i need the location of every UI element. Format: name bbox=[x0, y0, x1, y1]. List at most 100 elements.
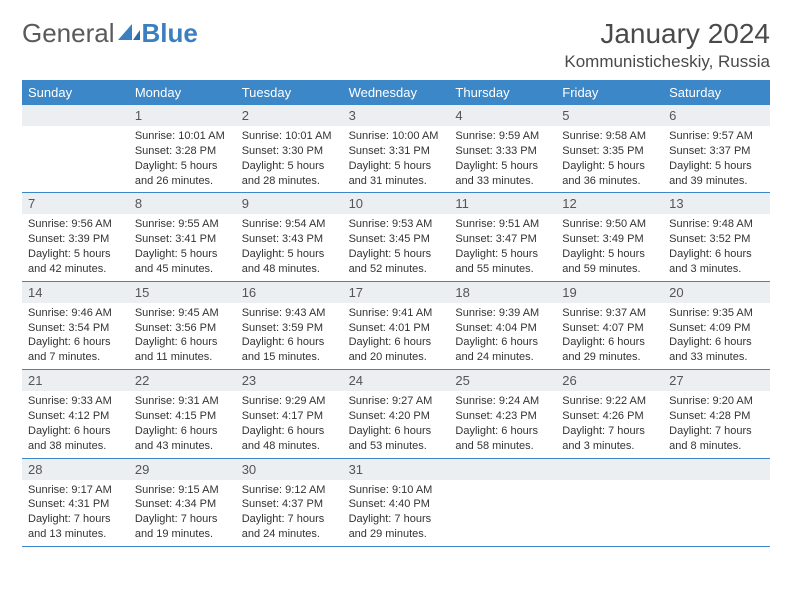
day-line: and 31 minutes. bbox=[349, 174, 444, 189]
day-line: and 38 minutes. bbox=[28, 439, 123, 454]
day-body: Sunrise: 9:51 AMSunset: 3:47 PMDaylight:… bbox=[449, 214, 556, 280]
day-cell bbox=[556, 459, 663, 546]
week-row: 7Sunrise: 9:56 AMSunset: 3:39 PMDaylight… bbox=[22, 193, 770, 281]
day-cell: 23Sunrise: 9:29 AMSunset: 4:17 PMDayligh… bbox=[236, 370, 343, 457]
weekday-cell: Sunday bbox=[22, 80, 129, 105]
day-body: Sunrise: 9:17 AMSunset: 4:31 PMDaylight:… bbox=[22, 480, 129, 546]
day-line: Daylight: 5 hours bbox=[669, 159, 764, 174]
day-line: Sunrise: 9:22 AM bbox=[562, 394, 657, 409]
day-line: Sunrise: 10:01 AM bbox=[242, 129, 337, 144]
day-line: Sunrise: 10:00 AM bbox=[349, 129, 444, 144]
day-body: Sunrise: 9:54 AMSunset: 3:43 PMDaylight:… bbox=[236, 214, 343, 280]
day-number: 2 bbox=[236, 105, 343, 126]
day-line: Sunrise: 9:37 AM bbox=[562, 306, 657, 321]
day-number: 24 bbox=[343, 370, 450, 391]
day-body: Sunrise: 9:37 AMSunset: 4:07 PMDaylight:… bbox=[556, 303, 663, 369]
day-line: Daylight: 6 hours bbox=[135, 424, 230, 439]
logo: General Blue bbox=[22, 18, 198, 49]
day-cell: 5Sunrise: 9:58 AMSunset: 3:35 PMDaylight… bbox=[556, 105, 663, 192]
day-line: Sunset: 4:23 PM bbox=[455, 409, 550, 424]
day-cell: 25Sunrise: 9:24 AMSunset: 4:23 PMDayligh… bbox=[449, 370, 556, 457]
day-line: Daylight: 5 hours bbox=[349, 247, 444, 262]
day-cell: 22Sunrise: 9:31 AMSunset: 4:15 PMDayligh… bbox=[129, 370, 236, 457]
logo-text-general: General bbox=[22, 18, 115, 49]
day-number: 9 bbox=[236, 193, 343, 214]
day-line: Sunrise: 9:58 AM bbox=[562, 129, 657, 144]
day-cell: 31Sunrise: 9:10 AMSunset: 4:40 PMDayligh… bbox=[343, 459, 450, 546]
day-number-empty bbox=[556, 459, 663, 480]
day-line: and 7 minutes. bbox=[28, 350, 123, 365]
day-cell: 13Sunrise: 9:48 AMSunset: 3:52 PMDayligh… bbox=[663, 193, 770, 280]
day-body: Sunrise: 9:56 AMSunset: 3:39 PMDaylight:… bbox=[22, 214, 129, 280]
day-line: Sunrise: 9:17 AM bbox=[28, 483, 123, 498]
day-line: Daylight: 5 hours bbox=[562, 159, 657, 174]
day-number: 22 bbox=[129, 370, 236, 391]
day-line: and 55 minutes. bbox=[455, 262, 550, 277]
day-cell: 16Sunrise: 9:43 AMSunset: 3:59 PMDayligh… bbox=[236, 282, 343, 369]
day-cell: 30Sunrise: 9:12 AMSunset: 4:37 PMDayligh… bbox=[236, 459, 343, 546]
day-number-empty bbox=[663, 459, 770, 480]
day-line: and 42 minutes. bbox=[28, 262, 123, 277]
day-cell: 15Sunrise: 9:45 AMSunset: 3:56 PMDayligh… bbox=[129, 282, 236, 369]
weekday-header-row: SundayMondayTuesdayWednesdayThursdayFrid… bbox=[22, 80, 770, 105]
day-number: 14 bbox=[22, 282, 129, 303]
day-line: Daylight: 6 hours bbox=[135, 335, 230, 350]
day-line: Sunset: 4:31 PM bbox=[28, 497, 123, 512]
day-cell: 28Sunrise: 9:17 AMSunset: 4:31 PMDayligh… bbox=[22, 459, 129, 546]
day-line: and 33 minutes. bbox=[669, 350, 764, 365]
day-line: Sunset: 4:28 PM bbox=[669, 409, 764, 424]
day-line: Sunrise: 9:29 AM bbox=[242, 394, 337, 409]
day-line: Sunset: 3:43 PM bbox=[242, 232, 337, 247]
day-line: Daylight: 5 hours bbox=[135, 159, 230, 174]
week-row: 28Sunrise: 9:17 AMSunset: 4:31 PMDayligh… bbox=[22, 459, 770, 547]
day-number: 8 bbox=[129, 193, 236, 214]
month-title: January 2024 bbox=[564, 18, 770, 50]
logo-sail-icon bbox=[118, 18, 140, 49]
day-line: Sunset: 3:37 PM bbox=[669, 144, 764, 159]
day-cell: 9Sunrise: 9:54 AMSunset: 3:43 PMDaylight… bbox=[236, 193, 343, 280]
day-line: Daylight: 5 hours bbox=[28, 247, 123, 262]
week-row: 1Sunrise: 10:01 AMSunset: 3:28 PMDayligh… bbox=[22, 105, 770, 193]
weekday-cell: Tuesday bbox=[236, 80, 343, 105]
day-number: 10 bbox=[343, 193, 450, 214]
day-line: Sunset: 3:41 PM bbox=[135, 232, 230, 247]
day-cell: 29Sunrise: 9:15 AMSunset: 4:34 PMDayligh… bbox=[129, 459, 236, 546]
day-number: 18 bbox=[449, 282, 556, 303]
day-line: Sunrise: 9:33 AM bbox=[28, 394, 123, 409]
day-line: and 48 minutes. bbox=[242, 439, 337, 454]
day-line: Sunrise: 9:46 AM bbox=[28, 306, 123, 321]
day-body: Sunrise: 10:01 AMSunset: 3:30 PMDaylight… bbox=[236, 126, 343, 192]
day-line: Sunrise: 9:10 AM bbox=[349, 483, 444, 498]
calendar: SundayMondayTuesdayWednesdayThursdayFrid… bbox=[22, 80, 770, 547]
day-line: and 19 minutes. bbox=[135, 527, 230, 542]
day-line: Sunrise: 9:56 AM bbox=[28, 217, 123, 232]
day-number: 19 bbox=[556, 282, 663, 303]
day-line: Sunset: 3:59 PM bbox=[242, 321, 337, 336]
day-line: Sunrise: 9:43 AM bbox=[242, 306, 337, 321]
day-line: Daylight: 6 hours bbox=[242, 424, 337, 439]
day-line: and 29 minutes. bbox=[349, 527, 444, 542]
day-cell: 3Sunrise: 10:00 AMSunset: 3:31 PMDayligh… bbox=[343, 105, 450, 192]
day-line: Sunrise: 9:59 AM bbox=[455, 129, 550, 144]
day-number: 5 bbox=[556, 105, 663, 126]
day-body: Sunrise: 9:39 AMSunset: 4:04 PMDaylight:… bbox=[449, 303, 556, 369]
day-line: Daylight: 7 hours bbox=[669, 424, 764, 439]
day-line: Daylight: 7 hours bbox=[135, 512, 230, 527]
day-line: Sunset: 3:31 PM bbox=[349, 144, 444, 159]
day-line: and 20 minutes. bbox=[349, 350, 444, 365]
day-body: Sunrise: 9:58 AMSunset: 3:35 PMDaylight:… bbox=[556, 126, 663, 192]
day-number-empty bbox=[449, 459, 556, 480]
day-cell: 1Sunrise: 10:01 AMSunset: 3:28 PMDayligh… bbox=[129, 105, 236, 192]
day-cell: 18Sunrise: 9:39 AMSunset: 4:04 PMDayligh… bbox=[449, 282, 556, 369]
day-line: and 36 minutes. bbox=[562, 174, 657, 189]
day-cell: 7Sunrise: 9:56 AMSunset: 3:39 PMDaylight… bbox=[22, 193, 129, 280]
day-body: Sunrise: 9:12 AMSunset: 4:37 PMDaylight:… bbox=[236, 480, 343, 546]
day-cell: 26Sunrise: 9:22 AMSunset: 4:26 PMDayligh… bbox=[556, 370, 663, 457]
day-line: and 52 minutes. bbox=[349, 262, 444, 277]
day-number: 27 bbox=[663, 370, 770, 391]
day-cell: 21Sunrise: 9:33 AMSunset: 4:12 PMDayligh… bbox=[22, 370, 129, 457]
day-line: Sunset: 4:15 PM bbox=[135, 409, 230, 424]
day-line: Sunrise: 9:45 AM bbox=[135, 306, 230, 321]
weekday-cell: Thursday bbox=[449, 80, 556, 105]
day-body: Sunrise: 9:48 AMSunset: 3:52 PMDaylight:… bbox=[663, 214, 770, 280]
